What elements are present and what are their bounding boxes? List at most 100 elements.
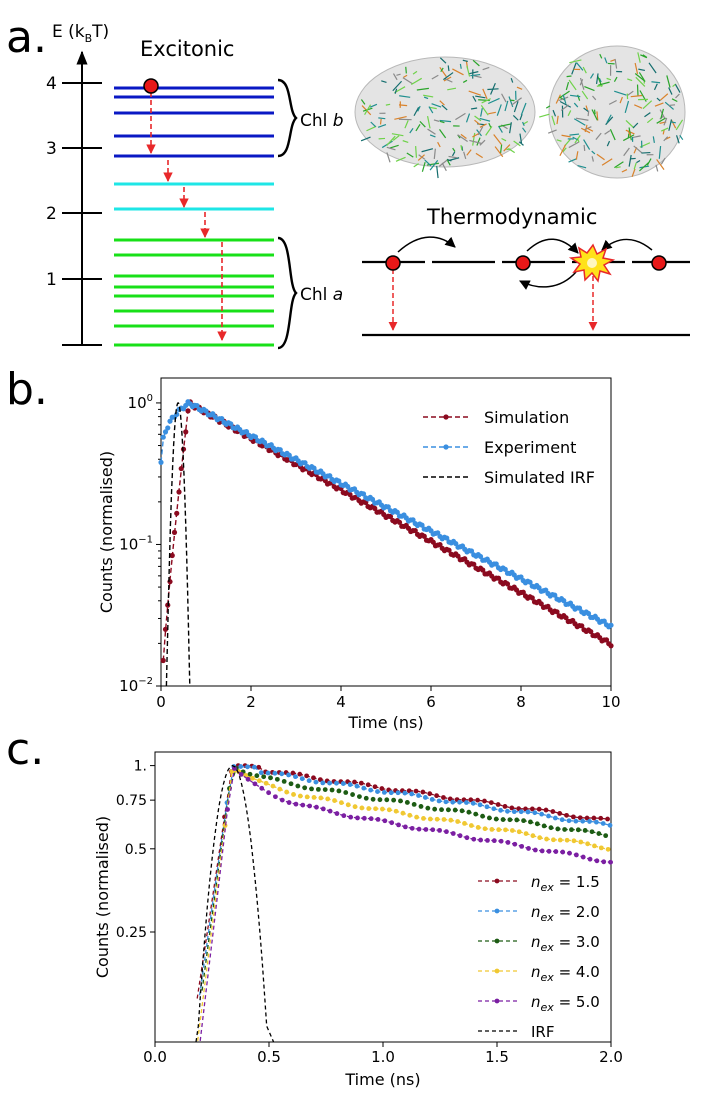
pigment-stick: [439, 100, 445, 106]
hop-arrow: [601, 238, 653, 251]
data-point: [539, 811, 545, 817]
plot-frame: [154, 751, 612, 1043]
pigment-stick: [466, 149, 472, 156]
data-point: [368, 787, 374, 793]
pigment-stick: [451, 151, 456, 157]
x-tick-label: 0: [156, 693, 166, 711]
legend: Simulation Experiment Simulated IRF: [423, 408, 595, 487]
data-point: [557, 811, 563, 816]
data-point: [309, 786, 314, 792]
y-tick-label: 0.5: [125, 842, 147, 858]
pigment-stick: [671, 98, 678, 103]
pigment-stick: [520, 102, 527, 116]
pigment-stick: [498, 125, 503, 133]
pigment-stick: [498, 123, 512, 128]
pigment-stick: [426, 162, 439, 166]
pigment-stick: [462, 59, 468, 63]
pigment-stick: [638, 162, 650, 172]
data-point: [539, 848, 545, 854]
data-point: [258, 770, 264, 776]
energy-axis-label: E (kBT): [52, 22, 109, 45]
data-point: [603, 637, 610, 643]
pigment-stick: [604, 130, 611, 135]
pigment-stick: [595, 73, 599, 85]
data-point: [437, 827, 442, 833]
data-point: [427, 791, 433, 797]
data-point: [231, 766, 237, 771]
pigment-stick: [479, 139, 486, 146]
data-point: [423, 827, 429, 832]
data-point: [585, 841, 591, 847]
data-point: [350, 792, 355, 797]
data-point: [561, 598, 567, 604]
pigment-stick: [480, 108, 483, 117]
pigment-stick: [423, 96, 429, 100]
pigment-stick: [582, 66, 587, 74]
data-point: [274, 776, 280, 782]
pigment-stick: [394, 88, 398, 94]
series-line-IRF: [195, 764, 275, 1043]
data-point: [194, 403, 200, 409]
data-point: [570, 814, 576, 820]
pigment-stick: [389, 144, 399, 149]
data-point: [229, 769, 235, 775]
pigment-stick: [666, 75, 671, 88]
data-point: [238, 764, 244, 769]
pigment-stick: [636, 160, 641, 164]
data-point: [375, 789, 380, 794]
pigment-stick: [444, 78, 453, 83]
pigment-stick: [433, 148, 436, 160]
pigment-stick: [472, 132, 476, 146]
pigment-stick: [562, 94, 567, 104]
data-point: [386, 807, 392, 813]
pigment-stick: [472, 59, 480, 67]
data-point: [601, 618, 607, 624]
pigment-stick: [431, 74, 439, 80]
pigment-stick: [504, 100, 509, 112]
data-point: [370, 796, 376, 802]
data-point: [444, 829, 449, 835]
pigment-stick: [662, 129, 665, 135]
pigment-stick: [539, 113, 550, 118]
data-point: [381, 790, 387, 795]
pigment-stick: [670, 121, 676, 124]
data-point: [343, 790, 349, 795]
pigment-stick: [468, 90, 481, 96]
data-point: [327, 780, 333, 786]
data-point: [555, 826, 561, 832]
pigment-stick: [441, 104, 448, 111]
data-point: [519, 843, 525, 849]
data-point: [530, 833, 536, 839]
x-axis-label: Time (ns): [344, 1070, 420, 1089]
data-point: [358, 780, 364, 786]
pigment-stick: [615, 166, 621, 169]
pigment-stick: [624, 100, 630, 114]
pigment-stick: [663, 117, 668, 126]
pigment-stick: [516, 86, 523, 90]
pigment-stick: [379, 118, 382, 125]
pigment-stick: [482, 66, 490, 71]
data-point: [482, 826, 488, 832]
data-point: [429, 797, 435, 802]
data-point: [567, 850, 572, 856]
data-point: [576, 605, 583, 611]
data-point: [250, 775, 255, 781]
pigment-stick: [552, 109, 557, 117]
data-point: [247, 771, 253, 777]
data-point: [471, 561, 477, 567]
pigment-stick: [480, 104, 489, 116]
data-point: [160, 657, 166, 664]
x-tick-label: 8: [516, 693, 526, 711]
pigment-stick: [606, 140, 611, 147]
pigment-stick: [614, 58, 618, 69]
pigment-stick: [494, 146, 504, 158]
pigment-stick: [660, 157, 666, 165]
data-point: [297, 771, 303, 777]
data-point: [185, 408, 191, 414]
data-point: [352, 779, 357, 785]
data-point: [534, 821, 540, 827]
data-point: [594, 858, 600, 864]
pigment-stick: [674, 84, 681, 93]
data-point: [500, 817, 506, 822]
